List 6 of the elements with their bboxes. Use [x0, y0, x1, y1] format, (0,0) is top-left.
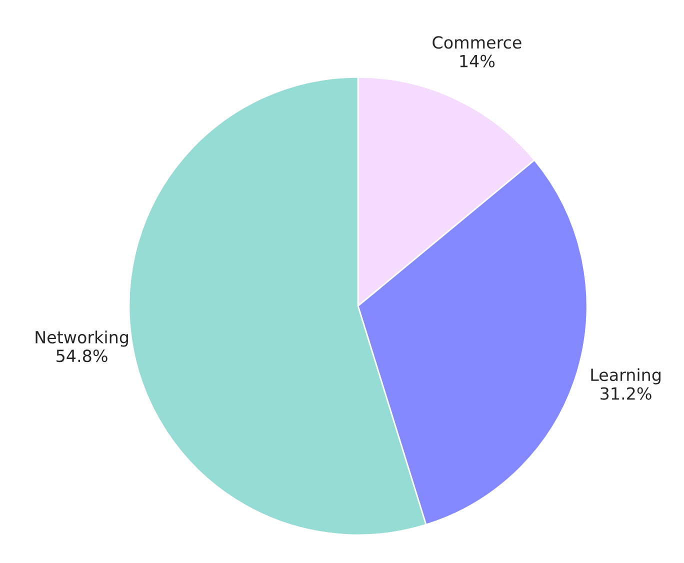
data-label: 14% — [460, 54, 495, 68]
data-label: 54.8% — [56, 350, 108, 362]
slice-label: Learning — [591, 368, 660, 384]
slice-label: Commerce — [432, 36, 522, 49]
slice-label: Networking — [36, 330, 128, 347]
data-label: 31.2% — [600, 387, 652, 400]
